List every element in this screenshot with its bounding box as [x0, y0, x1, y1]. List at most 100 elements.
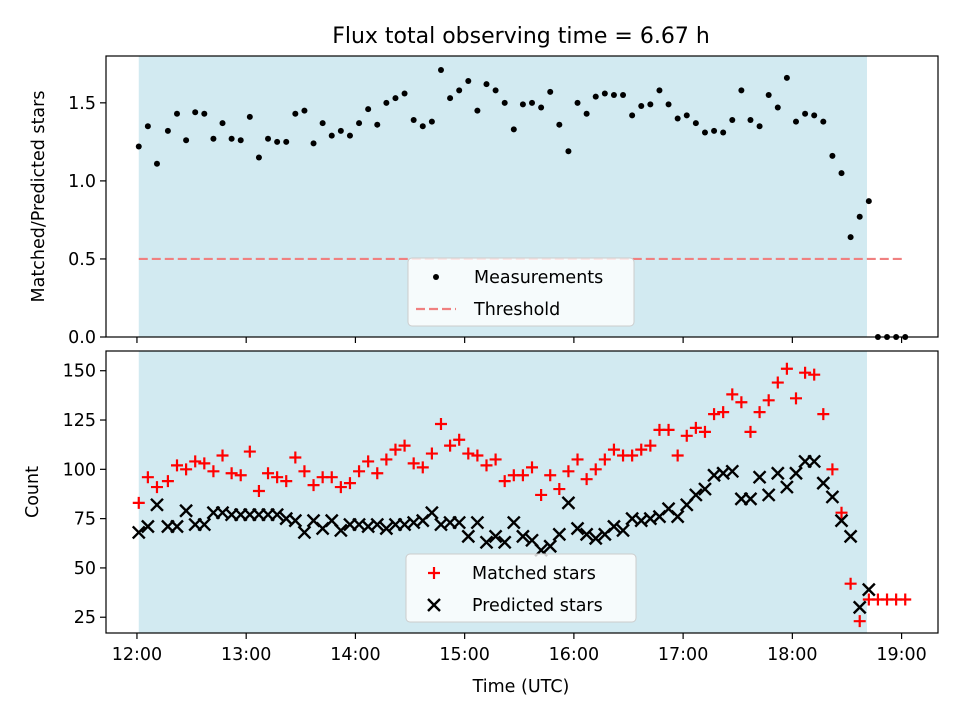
predicted-star-point: [150, 497, 164, 512]
top-y-axis-label: Matched/Predicted stars: [29, 91, 49, 303]
matched-star-point: [171, 459, 184, 472]
matched-star-point: [589, 463, 602, 476]
predicted-star-point: [131, 525, 146, 540]
predicted-star-point: [479, 535, 494, 550]
predicted-star-point: [689, 488, 703, 502]
predicted-star-point: [807, 454, 822, 469]
matched-star-point: [553, 483, 566, 496]
matched-star-point: [780, 362, 793, 375]
predicted-star-point: [698, 482, 712, 496]
measurement-point: [802, 110, 809, 117]
matched-star-point: [307, 479, 320, 492]
matched-star-point: [535, 488, 548, 501]
measurement-point: [529, 99, 536, 106]
measurement-point: [346, 132, 353, 139]
measurement-point: [574, 99, 581, 106]
matched-star-point: [817, 408, 830, 421]
measurement-point: [201, 110, 208, 117]
matched-star-point: [689, 421, 702, 434]
predicted-star-point: [288, 513, 303, 528]
matched-star-point: [598, 453, 611, 466]
measurement-point: [601, 90, 608, 97]
matched-star-point: [234, 469, 247, 482]
x-tick-label: 12:00: [112, 645, 162, 665]
measurement-point: [183, 137, 190, 144]
measurement-point: [274, 138, 281, 145]
matched-star-point: [826, 463, 839, 476]
bottom-panel: 25 50 75 100 125 150 12:00 13:00 14:00 15:00 16:00…: [23, 350, 939, 697]
measurement-point: [428, 118, 435, 125]
matched-star-point: [280, 475, 293, 488]
matched-star-point: [444, 439, 457, 452]
matched-star-point: [334, 481, 347, 494]
measurement-point: [747, 117, 754, 124]
matched-star-point: [571, 453, 584, 466]
matched-star-point: [708, 408, 721, 421]
matched-star-point: [808, 368, 821, 381]
matched-star-point: [544, 469, 557, 482]
measurement-point: [865, 198, 872, 205]
matched-star-point: [453, 433, 466, 446]
predicted-star-point: [543, 539, 558, 554]
matched-star-point: [353, 465, 366, 478]
matched-star-point: [252, 485, 265, 498]
measurement-point: [583, 110, 590, 117]
measurement-point: [192, 109, 199, 116]
measurement-point: [765, 92, 772, 99]
y-tick-label: 100: [63, 460, 96, 480]
predicted-star-point: [570, 521, 585, 536]
matched-star-point: [416, 461, 429, 474]
predicted-star-point: [789, 466, 803, 481]
measurement-point: [711, 127, 718, 134]
predicted-star-point: [761, 488, 776, 502]
matched-star-point: [180, 463, 193, 476]
matched-star-point: [216, 449, 229, 462]
measurement-point: [592, 93, 599, 100]
y-tick-label: 1.5: [68, 94, 96, 114]
matched-star-point: [516, 469, 529, 482]
matched-star-point: [662, 423, 675, 436]
predicted-star-point: [516, 529, 530, 544]
predicted-star-point: [297, 525, 312, 540]
top-legend: Measurements Threshold: [407, 257, 635, 327]
predicted-star-point: [616, 523, 630, 538]
top-ticks: 0.0 0.5 1.0 1.5: [68, 94, 903, 348]
matched-star-point: [389, 443, 402, 456]
x-tick-label: 13:00: [221, 645, 271, 665]
predicted-star-point: [497, 535, 512, 550]
predicted-star-point: [170, 519, 184, 534]
measurement-point: [792, 118, 799, 125]
predicted-star-point: [816, 476, 831, 490]
matched-star-point: [607, 443, 620, 456]
x-tick-label: 19:00: [876, 645, 926, 665]
y-tick-label: 150: [63, 362, 96, 382]
measurement-point: [153, 160, 160, 167]
matched-star-point: [526, 461, 539, 474]
matched-star-point: [762, 394, 775, 407]
y-tick-label: 25: [74, 608, 96, 628]
matched-star-point: [680, 429, 693, 442]
matched-star-point: [844, 577, 857, 590]
predicted-star-point: [506, 515, 521, 530]
predicted-star-point: [825, 490, 840, 504]
matched-star-point: [580, 473, 593, 486]
matched-star-point: [480, 459, 493, 472]
measurement-point: [301, 107, 308, 114]
predicted-star-point: [588, 531, 603, 546]
x-tick-label: 18:00: [767, 645, 817, 665]
measurement-point: [356, 120, 363, 127]
measurement-point: [829, 152, 836, 159]
measurement-point: [310, 140, 317, 147]
matched-star-point: [462, 447, 475, 460]
predicted-star-point: [852, 600, 867, 615]
measurement-point: [856, 213, 863, 220]
measurement-point: [174, 110, 181, 117]
measurement-point: [729, 117, 736, 124]
matched-star-point: [899, 593, 912, 606]
measurement-point: [319, 120, 326, 127]
predicted-star-point: [770, 466, 785, 481]
measurement-point: [556, 121, 563, 128]
bottom-legend: Matched stars Predicted stars: [405, 553, 637, 623]
matched-star-point: [626, 449, 639, 462]
